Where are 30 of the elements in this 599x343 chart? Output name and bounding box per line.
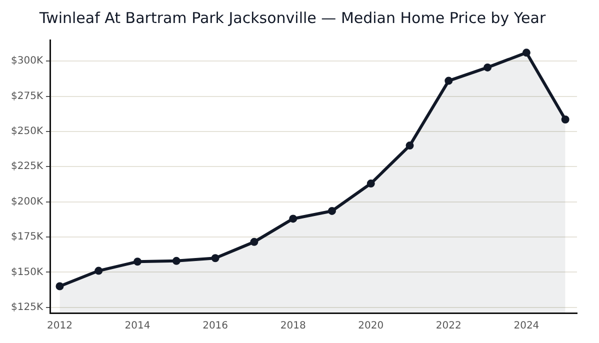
x-tick-label: 2012: [47, 320, 72, 332]
point: [172, 256, 180, 265]
point: [561, 116, 570, 124]
point: [56, 282, 64, 290]
y-tick-label: $150K: [10, 266, 44, 278]
point: [484, 63, 492, 72]
x-tick-label: 2018: [280, 320, 306, 332]
point: [328, 206, 336, 215]
y-tick-label: $175K: [10, 232, 44, 243]
chart-title: Twinleaf At Bartram Park Jacksonville — Median Home Price by Year: [38, 8, 546, 27]
x-tick-label: 2016: [202, 320, 228, 332]
x-tick-label: 2020: [358, 320, 384, 332]
x-tick-label: 2024: [514, 320, 540, 332]
point: [366, 180, 375, 188]
point: [406, 142, 414, 150]
point: [211, 254, 220, 262]
point: [94, 266, 103, 275]
y-tick-label: $250K: [10, 126, 44, 138]
y-tick-label: $300K: [10, 56, 44, 67]
y-tick-label: $225K: [10, 161, 44, 172]
point: [250, 238, 258, 246]
point: [444, 76, 453, 85]
x-tick-label: 2014: [124, 320, 150, 332]
point: [134, 258, 142, 266]
y-tick-label: $200K: [10, 196, 44, 208]
y-tick-label: $275K: [10, 90, 44, 102]
y-tick-label: $125K: [10, 302, 44, 313]
point: [289, 214, 298, 223]
x-tick-label: 2022: [436, 320, 462, 332]
point: [522, 48, 530, 57]
